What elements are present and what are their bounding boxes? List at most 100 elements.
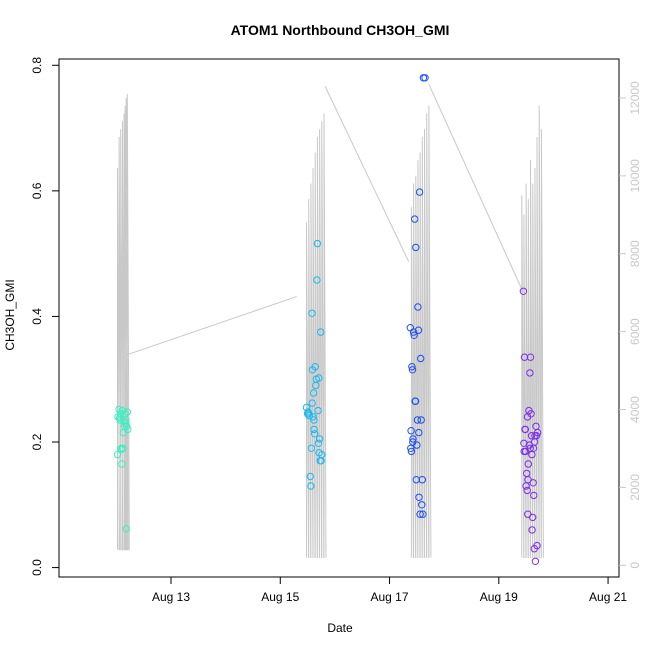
data-point-f4-16 [527, 432, 536, 440]
data-point-f3-30 [415, 428, 423, 437]
data-point-f3-19 [416, 510, 424, 518]
data-point-f3-22 [418, 501, 426, 509]
data-point-f4-34 [521, 425, 529, 434]
data-point-f1-9 [119, 444, 127, 452]
data-point-f4-8 [523, 486, 531, 495]
data-point-f3-18 [415, 188, 424, 196]
data-point-f2-20 [314, 406, 322, 415]
y2-tick-label-1: 0 [628, 562, 642, 569]
y2-tick-label-2: 2000 [628, 474, 642, 501]
data-point-f3-15 [414, 303, 422, 311]
data-point-f3-24 [419, 510, 427, 518]
data-point-f3-21 [417, 416, 425, 424]
altitude-trace-1 [117, 94, 130, 551]
data-point-f4-23 [531, 557, 540, 565]
altitude-connector-1 [126, 296, 297, 356]
data-point-f2-18 [313, 276, 321, 284]
data-point-f1-18 [124, 425, 132, 434]
data-point-f2-6 [306, 472, 314, 481]
data-point-f2-8 [307, 444, 316, 452]
data-point-f2-15 [311, 363, 319, 371]
data-point-f4-10 [524, 460, 532, 468]
y2-tick-label-5: 8000 [628, 240, 642, 267]
data-point-f2-12 [309, 389, 318, 397]
data-point-f2-27 [318, 450, 326, 459]
y-tick-label-5: 0.8 [30, 57, 44, 74]
data-point-f4-17 [528, 526, 536, 534]
data-point-f3-11 [412, 243, 420, 252]
data-point-f3-5 [408, 366, 417, 374]
data-point-f4-33 [530, 438, 539, 446]
y-tick-label-4: 0.6 [30, 182, 44, 199]
data-point-f1-15 [122, 525, 130, 533]
x-axis-label: Date [327, 621, 353, 635]
data-point-f3-14 [413, 416, 422, 424]
data-point-f1-17 [123, 408, 132, 416]
altitude-trace-2 [306, 113, 327, 558]
data-point-f4-20 [530, 491, 538, 500]
data-point-f2-25 [317, 328, 325, 336]
data-point-f2-11 [309, 413, 317, 421]
data-point-f2-23 [315, 435, 324, 443]
data-point-f3-9 [411, 215, 419, 223]
data-point-f2-28 [308, 399, 316, 407]
data-point-f2-5 [305, 411, 313, 420]
data-point-f3-26 [421, 74, 429, 82]
x-tick-label-2: Aug 15 [261, 590, 299, 604]
data-point-f4-14 [526, 353, 535, 361]
x-tick-label-3: Aug 17 [371, 590, 409, 604]
x-axis: Aug 13 Aug 15 Aug 17 Aug 19 Aug 21 [152, 577, 627, 604]
data-point-f3-4 [408, 363, 416, 371]
data-point-f3-27 [407, 427, 415, 435]
data-point-f2-30 [315, 374, 323, 382]
y-axis-label: CH3OH_GMI [3, 279, 17, 350]
altitude-trace-4 [521, 105, 544, 558]
data-point-f3-23 [418, 476, 426, 484]
data-points [113, 74, 542, 565]
y-tick-label-2: 0.2 [30, 433, 44, 450]
data-point-f4-35 [523, 413, 532, 421]
data-point-f4-18 [529, 513, 537, 522]
data-point-f2-14 [311, 430, 319, 438]
data-point-f3-7 [409, 328, 418, 336]
data-point-f3-3 [407, 447, 416, 456]
data-point-f3-8 [410, 331, 418, 339]
data-point-f4-28 [520, 447, 528, 456]
data-point-f1-7 [118, 460, 126, 468]
y-axis: 0.0 0.2 0.4 0.6 0.8 [30, 57, 59, 576]
data-point-f4-7 [523, 469, 531, 478]
x-tick-label-1: Aug 13 [152, 590, 190, 604]
data-point-f2-7 [307, 482, 315, 490]
data-point-f2-21 [314, 439, 323, 447]
data-point-f4-13 [526, 369, 534, 377]
data-point-f3-6 [409, 435, 417, 443]
data-point-f4-26 [533, 541, 541, 550]
y2-tick-label-3: 4000 [628, 396, 642, 423]
y-tick-label-1: 0.0 [30, 559, 44, 576]
data-point-f4-1 [519, 287, 528, 295]
altitude-connector-3 [428, 84, 524, 293]
data-point-f3-17 [415, 493, 423, 501]
data-point-f3-16 [414, 326, 423, 334]
data-point-f3-29 [411, 397, 420, 405]
x-tick-label-4: Aug 19 [480, 590, 518, 604]
y2-axis: 0 2000 4000 6000 8000 10000 12000 [619, 81, 642, 569]
data-point-f2-29 [310, 416, 318, 424]
data-point-f2-13 [310, 425, 318, 434]
data-point-f1-3 [115, 405, 123, 414]
data-point-f3-20 [417, 354, 425, 363]
altitude-connector-2 [324, 86, 410, 262]
x-tick-label-5: Aug 21 [589, 590, 627, 604]
y2-tick-label-7: 12000 [628, 81, 642, 115]
data-point-f2-16 [312, 381, 320, 390]
data-point-f4-27 [533, 428, 542, 437]
altitude-trace-3 [410, 105, 432, 558]
data-point-f1-21 [115, 414, 124, 422]
data-point-f2-19 [313, 239, 322, 248]
y2-tick-label-6: 10000 [628, 159, 642, 193]
data-point-f3-28 [409, 438, 417, 446]
plot-frame [58, 58, 620, 578]
altitude-traces [117, 84, 544, 558]
chart-title: ATOM1 Northbound CH3OH_GMI [231, 22, 450, 38]
